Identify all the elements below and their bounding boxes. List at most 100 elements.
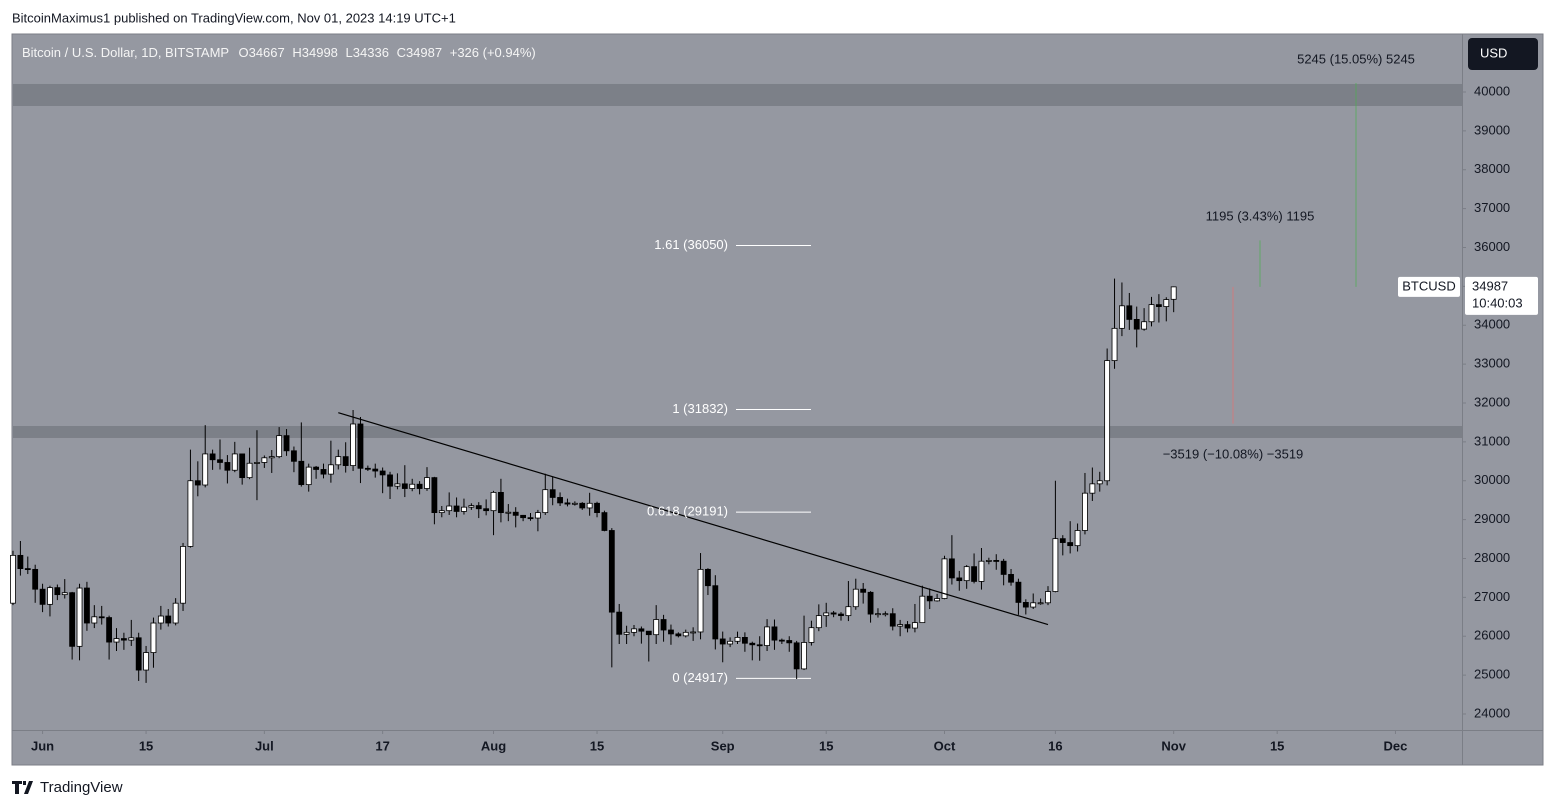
candle-body <box>808 627 815 643</box>
candle-body <box>608 530 615 613</box>
candle-body <box>172 602 179 624</box>
candle-body <box>54 587 61 596</box>
brand-name: TradingView <box>40 779 123 796</box>
y-tick-label: 29000 <box>1474 511 1510 526</box>
candle-body <box>490 491 497 512</box>
measure-label: −3519 (−10.08%) −3519 <box>1163 446 1304 461</box>
y-tick-label: 38000 <box>1474 161 1510 176</box>
candle-body <box>712 585 719 640</box>
zone <box>13 426 1462 438</box>
candle-body <box>882 613 889 616</box>
x-tick-label: Nov <box>1161 738 1186 753</box>
candle-body <box>335 456 342 466</box>
ohlc-close: C34987 <box>397 45 443 60</box>
candle-body <box>786 640 793 644</box>
candle-body <box>579 502 586 509</box>
candle-body <box>889 613 896 627</box>
candle-body <box>838 613 844 617</box>
candle-body <box>934 598 941 602</box>
candle-body <box>224 462 231 471</box>
candle-body <box>734 637 741 642</box>
candle-body <box>830 612 837 615</box>
candle-body <box>291 450 297 462</box>
candle-body <box>202 453 209 486</box>
x-tick-label: 15 <box>139 738 153 753</box>
candle-body <box>852 588 859 608</box>
candle-body <box>261 457 268 463</box>
candle-body <box>505 511 512 514</box>
x-tick-label: Aug <box>481 738 506 753</box>
candle-body <box>749 642 756 646</box>
currency-button[interactable] <box>1468 38 1538 70</box>
y-tick-label: 24000 <box>1474 705 1510 720</box>
candle-body <box>320 469 327 475</box>
candle-body <box>1022 602 1029 608</box>
candle-body <box>623 631 630 635</box>
x-tick-label: Jun <box>31 738 54 753</box>
candle-body <box>1163 299 1170 307</box>
candle-body <box>534 512 541 519</box>
candle-body <box>313 466 320 470</box>
candle-body <box>727 640 734 645</box>
candle-body <box>616 611 623 635</box>
candle-body <box>771 626 778 641</box>
candle-body <box>675 633 682 637</box>
candle-body <box>897 624 904 627</box>
candle-body <box>1052 538 1059 592</box>
candle-body <box>209 453 216 461</box>
candle-body <box>113 638 120 643</box>
candle-body <box>741 637 748 644</box>
x-tick-label: 15 <box>1270 738 1284 753</box>
x-tick-label: 16 <box>1048 738 1062 753</box>
x-tick-label: Sep <box>711 738 735 753</box>
y-tick-label: 25000 <box>1474 667 1510 682</box>
ohlc-change: +326 (+0.94%) <box>450 45 536 60</box>
candle-body <box>143 652 149 671</box>
candle-body <box>956 577 963 582</box>
candle-body <box>1059 538 1066 543</box>
measure-label: 1195 (3.43%) 1195 <box>1206 208 1315 223</box>
chart-frame <box>11 33 1544 766</box>
candle-body <box>1141 321 1148 330</box>
candle-body <box>350 423 356 466</box>
y-tick-label: 36000 <box>1474 239 1510 254</box>
y-tick-label: 39000 <box>1474 122 1510 137</box>
candle-body <box>157 615 164 624</box>
y-tick-label: 30000 <box>1474 472 1510 487</box>
candle-body <box>76 587 83 647</box>
measure-label: 5245 (15.05%) 5245 <box>1297 51 1415 66</box>
candle-body <box>1045 591 1051 604</box>
candle-body <box>919 595 926 624</box>
candle-body <box>756 644 763 647</box>
candle-body <box>586 502 593 509</box>
candle-body <box>475 505 482 510</box>
candle-body <box>1096 480 1103 485</box>
candle-body <box>1126 305 1133 320</box>
author-line: BitcoinMaximus1 published on TradingView… <box>12 10 456 25</box>
candle-body <box>860 588 867 593</box>
candle-body <box>32 568 39 590</box>
candle-body <box>549 489 556 498</box>
candle-body <box>268 456 275 459</box>
candle-body <box>424 477 430 489</box>
candle-body <box>564 502 571 505</box>
candle-body <box>194 480 201 486</box>
candle-body <box>498 491 504 514</box>
x-tick-label: Oct <box>934 738 956 753</box>
candle-body <box>690 631 697 634</box>
candle-body <box>379 470 386 476</box>
candle-body <box>963 566 970 582</box>
candle-body <box>1008 574 1014 583</box>
candle-body <box>1082 492 1088 531</box>
ohlc-low: L34336 <box>346 45 389 60</box>
candle-body <box>387 474 393 487</box>
candle-body <box>1067 542 1074 547</box>
candle-body <box>845 606 852 617</box>
candle-body <box>150 622 157 653</box>
currency-label[interactable]: USD <box>1480 45 1507 60</box>
candle-body <box>106 617 113 643</box>
candle-body <box>682 631 689 637</box>
x-tick-label: 17 <box>375 738 389 753</box>
symbol-title: Bitcoin / U.S. Dollar, 1D, BITSTAMP <box>22 45 229 60</box>
candle-body <box>84 587 90 624</box>
